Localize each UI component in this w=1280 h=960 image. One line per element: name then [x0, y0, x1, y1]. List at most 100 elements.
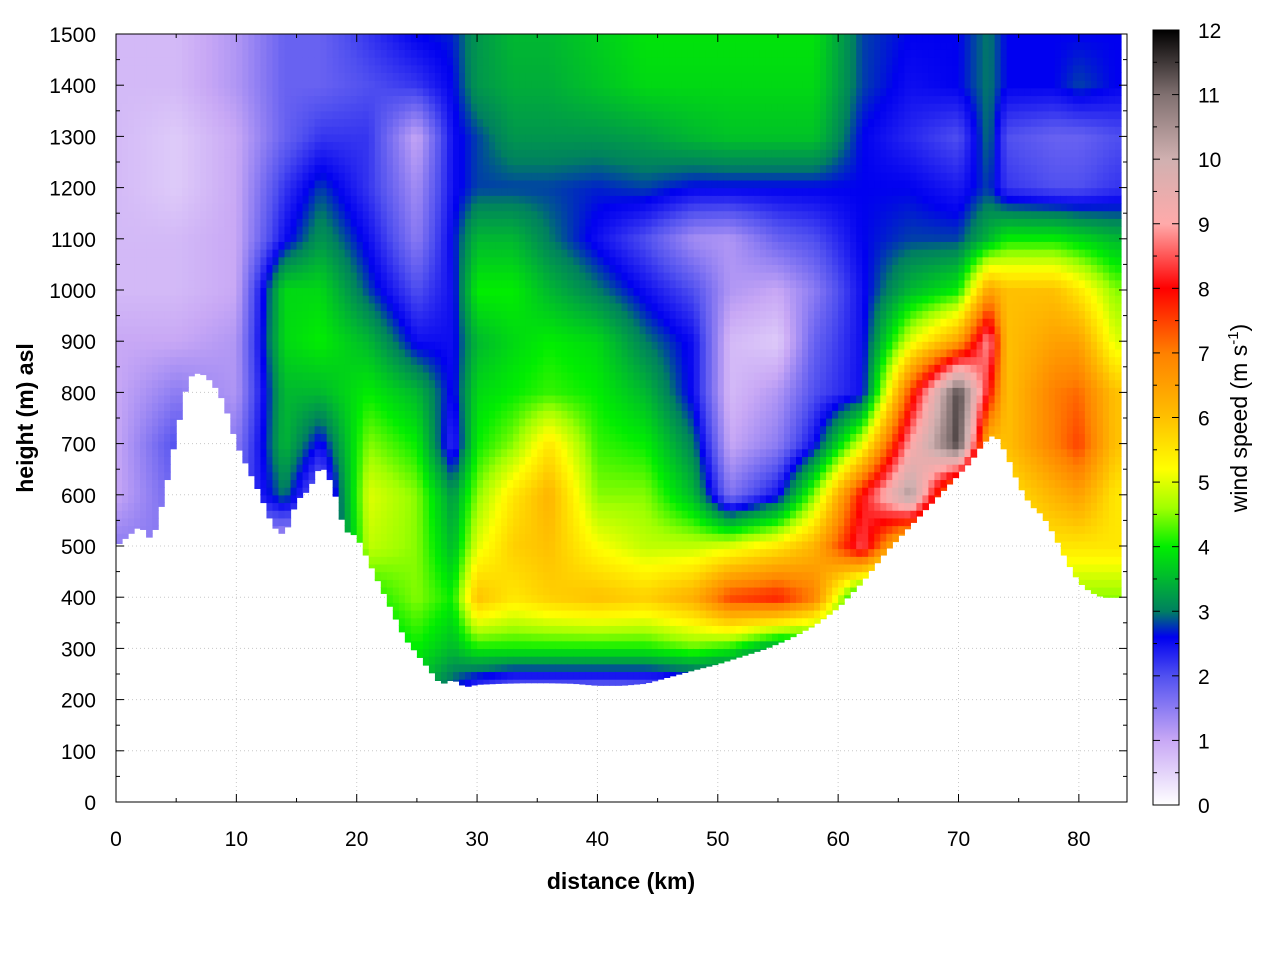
wind-speed-cell: [392, 149, 400, 158]
wind-speed-cell: [170, 394, 177, 404]
wind-speed-cell: [489, 371, 496, 381]
wind-speed-cell: [200, 226, 207, 235]
wind-speed-cell: [272, 218, 280, 227]
wind-speed-cell: [356, 325, 364, 335]
wind-speed-cell: [477, 264, 484, 273]
wind-speed-cell: [465, 602, 472, 611]
wind-speed-cell: [501, 249, 508, 258]
wind-speed-cell: [332, 379, 340, 388]
wind-speed-cell: [446, 149, 454, 158]
wind-speed-cell: [242, 95, 249, 104]
wind-speed-cell: [537, 656, 544, 665]
wind-speed-cell: [272, 425, 280, 434]
wind-speed-cell: [314, 164, 322, 173]
wind-speed-cell: [272, 49, 280, 58]
wind-speed-cell: [422, 226, 430, 235]
wind-speed-cell: [440, 517, 448, 527]
wind-speed-cell: [368, 387, 376, 396]
wind-speed-cell: [308, 464, 316, 473]
wind-speed-cell: [543, 433, 550, 442]
wind-speed-cell: [158, 441, 165, 450]
wind-speed-cell: [483, 471, 490, 481]
wind-speed-cell: [332, 464, 340, 473]
wind-speed-cell: [531, 586, 538, 596]
wind-speed-cell: [507, 241, 514, 250]
wind-speed-cell: [116, 72, 123, 81]
wind-speed-cell: [296, 210, 304, 219]
wind-speed-cell: [501, 118, 508, 127]
wind-speed-cell: [513, 648, 520, 657]
wind-speed-cell: [128, 187, 135, 196]
wind-speed-cell: [416, 471, 424, 481]
wind-speed-cell: [537, 679, 544, 684]
wind-speed-cell: [302, 310, 310, 319]
wind-speed-cell: [380, 586, 388, 594]
wind-speed-cell: [483, 356, 490, 365]
wind-speed-cell: [332, 64, 340, 73]
wind-speed-cell: [230, 72, 237, 81]
wind-speed-cell: [326, 218, 334, 227]
wind-speed-cell: [398, 433, 406, 442]
wind-speed-cell: [531, 602, 538, 611]
wind-speed-cell: [416, 310, 424, 319]
wind-speed-cell: [434, 610, 442, 619]
wind-speed-cell: [116, 517, 123, 527]
wind-speed-cell: [266, 141, 274, 150]
wind-speed-cell: [230, 210, 237, 219]
wind-speed-cell: [368, 233, 376, 242]
wind-speed-cell: [248, 341, 256, 350]
wind-speed-cell: [194, 333, 201, 342]
wind-speed-cell: [410, 556, 418, 565]
wind-speed-cell: [134, 103, 141, 112]
wind-speed-cell: [356, 517, 364, 527]
wind-speed-cell: [386, 586, 394, 596]
wind-speed-cell: [200, 356, 207, 365]
wind-speed-cell: [471, 671, 478, 680]
wind-speed-cell: [495, 310, 502, 319]
wind-speed-cell: [483, 218, 490, 227]
wind-speed-cell: [537, 471, 544, 481]
wind-speed-cell: [314, 279, 322, 289]
wind-speed-cell: [212, 87, 219, 97]
wind-speed-cell: [537, 433, 544, 442]
wind-speed-cell: [404, 264, 412, 273]
wind-speed-cell: [218, 72, 225, 81]
wind-speed-cell: [374, 233, 382, 242]
wind-speed-cell: [507, 663, 514, 673]
wind-speed-cell: [266, 264, 274, 273]
wind-speed-cell: [422, 72, 430, 81]
wind-speed-cell: [459, 441, 466, 450]
wind-speed-cell: [489, 464, 496, 473]
wind-speed-cell: [326, 410, 334, 419]
wind-speed-cell: [434, 510, 442, 519]
wind-speed-cell: [236, 318, 243, 327]
wind-speed-cell: [507, 441, 514, 450]
wind-speed-cell: [356, 256, 364, 265]
wind-speed-cell: [434, 126, 442, 135]
wind-speed-cell: [164, 187, 171, 196]
wind-speed-cell: [170, 325, 177, 335]
wind-speed-cell: [495, 156, 502, 166]
wind-speed-cell: [350, 379, 358, 388]
wind-speed-cell: [128, 371, 135, 381]
wind-speed-cell: [543, 625, 550, 634]
wind-speed-cell: [284, 325, 292, 335]
wind-speed-cell: [266, 149, 274, 158]
wind-speed-cell: [549, 586, 556, 596]
wind-speed-cell: [537, 195, 544, 204]
wind-speed-cell: [428, 356, 436, 365]
wind-speed-cell: [140, 80, 147, 89]
wind-speed-cell: [308, 249, 316, 258]
wind-speed-cell: [326, 318, 334, 327]
wind-speed-cell: [128, 49, 135, 58]
wind-speed-cell: [344, 233, 352, 242]
wind-speed-cell: [404, 87, 412, 97]
wind-speed-cell: [380, 295, 388, 304]
wind-speed-cell: [428, 333, 436, 342]
wind-speed-cell: [483, 563, 490, 573]
wind-speed-cell: [152, 103, 159, 112]
wind-speed-cell: [356, 341, 364, 350]
wind-speed-cell: [489, 325, 496, 335]
wind-speed-cell: [513, 295, 520, 304]
wind-speed-cell: [489, 563, 496, 573]
